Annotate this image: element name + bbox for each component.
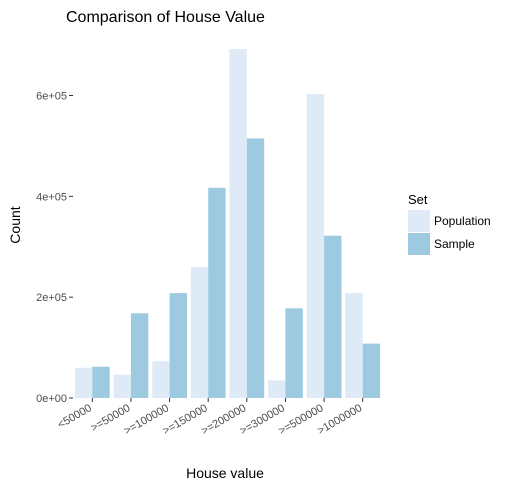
legend-label-sample: Sample [434, 237, 475, 251]
bars-group [74, 49, 381, 399]
legend-title: Set [408, 192, 428, 207]
bar-sample-1 [130, 313, 149, 398]
chart-title: Comparison of House Value [66, 9, 265, 26]
bar-sample-6 [324, 235, 342, 398]
y-tick-label: 2e+05 [36, 292, 67, 304]
x-tick-label: >1000000 [316, 402, 365, 437]
bar-sample-0 [92, 366, 110, 398]
x-tick-label: <50000 [56, 402, 94, 431]
bar-population-1 [113, 374, 131, 398]
y-tick-label: 4e+05 [36, 191, 67, 203]
legend-label-population: Population [434, 214, 491, 228]
bar-population-7 [345, 293, 363, 398]
x-axis-title: House value [186, 465, 264, 481]
legend: Set Population Sample [408, 192, 491, 255]
y-axis-title: Count [7, 206, 23, 243]
bar-sample-3 [208, 187, 226, 398]
y-tick-label: 6e+05 [36, 91, 67, 103]
y-tick-label: 0e+00 [36, 393, 67, 405]
bar-population-4 [229, 49, 247, 398]
bar-sample-7 [362, 343, 381, 398]
bar-population-6 [306, 94, 325, 398]
y-axis: 0e+00 2e+05 4e+05 6e+05 [36, 91, 73, 405]
bar-population-0 [74, 367, 93, 399]
bar-population-2 [152, 361, 170, 398]
bar-sample-4 [246, 138, 265, 398]
bar-population-3 [190, 266, 209, 398]
bar-sample-2 [169, 293, 187, 398]
x-axis: <50000>=50000>=100000>=150000>=200000>=3… [56, 398, 364, 437]
bar-population-5 [268, 380, 286, 398]
legend-key-population [408, 210, 430, 232]
legend-key-sample [408, 233, 430, 255]
bar-sample-5 [285, 308, 303, 398]
